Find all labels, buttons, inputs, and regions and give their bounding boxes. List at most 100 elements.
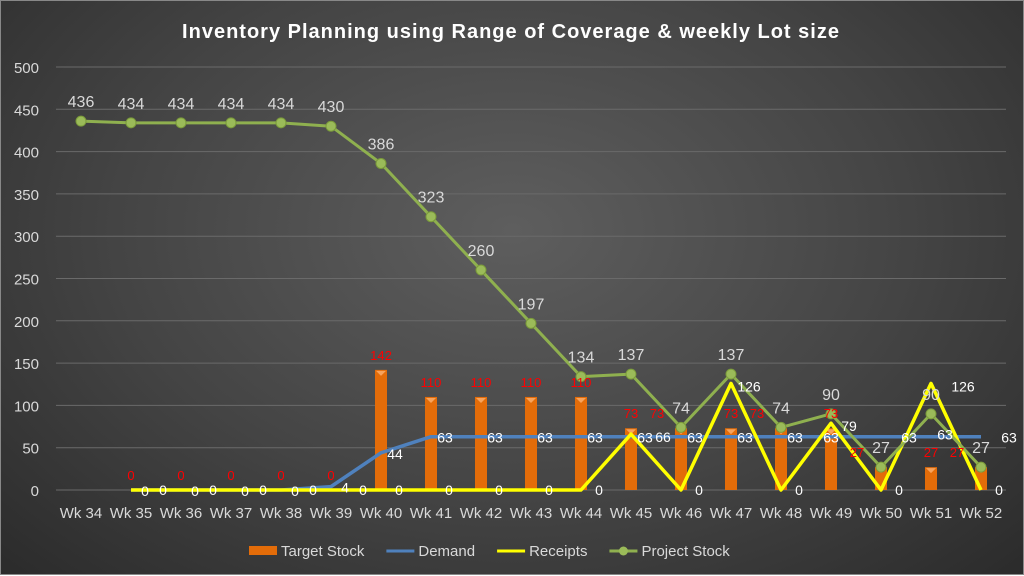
- project-stock-marker: [225, 117, 237, 129]
- x-tick-label: Wk 52: [960, 505, 1003, 522]
- x-tick-label: Wk 51: [910, 505, 953, 522]
- target-stock-data-label: 0: [327, 468, 334, 483]
- receipts-data-label: 0: [895, 482, 903, 498]
- target-stock-data-label: 0: [277, 468, 284, 483]
- demand-data-label: 63: [687, 430, 703, 446]
- project-stock-marker: [825, 408, 837, 420]
- receipts-data-label: 66: [655, 429, 671, 445]
- legend-swatch-target-stock: [249, 546, 277, 555]
- x-tick-label: Wk 50: [860, 505, 903, 522]
- receipts-data-label: 0: [395, 482, 403, 498]
- x-tick-label: Wk 44: [560, 505, 603, 522]
- legend-marker-project-stock: [618, 546, 628, 556]
- target-stock-data-label: 110: [471, 375, 492, 390]
- receipts-data-label: 0: [209, 482, 217, 498]
- receipts-data-label: 0: [159, 482, 167, 498]
- target-stock-bar-cap: [926, 468, 936, 474]
- demand-data-label: 0: [291, 483, 299, 499]
- project-stock-marker: [575, 371, 587, 383]
- target-stock-bar: [775, 428, 787, 490]
- target-stock-data-label: 0: [127, 468, 134, 483]
- project-stock-marker: [725, 368, 737, 380]
- x-tick-label: Wk 35: [110, 505, 153, 522]
- target-stock-bar: [575, 396, 587, 490]
- demand-data-label: 63: [587, 430, 603, 446]
- target-stock-bar: [825, 428, 837, 490]
- project-stock-marker: [475, 264, 487, 276]
- y-tick-label: 400: [14, 145, 39, 162]
- target-stock-bar-cap: [426, 397, 436, 403]
- target-stock-bar: [475, 396, 487, 490]
- x-tick-label: Wk 36: [160, 505, 203, 522]
- demand-data-label: 63: [437, 430, 453, 446]
- target-stock-data-label: 73: [724, 406, 738, 421]
- receipts-data-label: 0: [259, 482, 267, 498]
- target-stock-bar: [525, 396, 537, 490]
- target-stock-data-label: 0: [227, 468, 234, 483]
- target-stock-bar: [925, 467, 937, 490]
- demand-data-label: 63: [787, 430, 803, 446]
- demand-data-label: 44: [387, 446, 403, 462]
- target-stock-bar-cap: [526, 397, 536, 403]
- legend-label-receipts: Receipts: [529, 543, 587, 560]
- demand-data-label: 63: [823, 430, 839, 446]
- receipts-line: [131, 381, 983, 492]
- x-tick-label: Wk 34: [60, 505, 103, 522]
- receipts-data-label: 0: [309, 482, 317, 498]
- demand-data-label: 63: [637, 430, 653, 446]
- project-stock-marker: [175, 117, 187, 129]
- project-stock-marker: [625, 368, 637, 380]
- receipts-data-label: 126: [951, 378, 975, 394]
- y-tick-label: 50: [22, 441, 39, 458]
- x-tick-label: Wk 46: [660, 505, 703, 522]
- target-stock-data-label: 27: [924, 445, 938, 460]
- target-stock-data-label: 73: [650, 406, 664, 421]
- project-stock-marker: [325, 120, 337, 132]
- receipts-data-label: 0: [795, 482, 803, 498]
- project-stock-data-label: 434: [118, 96, 145, 113]
- project-stock-data-label: 74: [772, 400, 790, 417]
- target-stock-data-label: 0: [177, 468, 184, 483]
- project-stock-data-label: 260: [468, 243, 495, 260]
- target-stock-bar-cap: [726, 429, 736, 435]
- y-tick-label: 200: [14, 314, 39, 331]
- project-stock-marker: [275, 117, 287, 129]
- y-tick-label: 500: [14, 60, 39, 77]
- receipts-data-label: 0: [695, 482, 703, 498]
- y-tick-label: 250: [14, 272, 39, 289]
- legend-label-demand: Demand: [418, 543, 475, 560]
- project-stock-data-label: 386: [368, 136, 395, 153]
- project-stock-data-label: 27: [872, 440, 890, 457]
- x-tick-label: Wk 49: [810, 505, 853, 522]
- receipts-data-label: 0: [495, 482, 503, 498]
- project-stock-marker: [875, 461, 887, 473]
- target-stock-data-label: 27: [950, 445, 964, 460]
- target-stock-bar: [425, 396, 437, 490]
- project-stock-data-label: 134: [568, 350, 595, 367]
- x-tick-label: Wk 45: [610, 505, 653, 522]
- demand-data-label: 63: [901, 430, 917, 446]
- receipts-data-label: 0: [359, 482, 367, 498]
- demand-data-label: 0: [141, 483, 149, 499]
- demand-data-label: 63: [487, 430, 503, 446]
- x-tick-label: Wk 43: [510, 505, 553, 522]
- x-tick-label: Wk 40: [360, 505, 403, 522]
- project-stock-data-label: 430: [318, 99, 345, 116]
- target-stock-bar: [375, 369, 387, 490]
- project-stock-data-label: 27: [972, 440, 990, 457]
- receipts-data-label: 0: [995, 482, 1003, 498]
- receipts-data-label: 0: [445, 482, 453, 498]
- target-stock-bar-cap: [626, 429, 636, 435]
- target-stock-data-label: 142: [370, 348, 392, 363]
- demand-data-label: 63: [937, 427, 953, 443]
- receipts-data-label: 126: [737, 378, 761, 394]
- project-stock-data-label: 436: [68, 94, 95, 111]
- target-stock-data-label: 27: [850, 445, 864, 460]
- legend-label-project-stock: Project Stock: [641, 543, 730, 560]
- demand-data-label: 63: [1001, 430, 1017, 446]
- project-stock-marker: [775, 421, 787, 433]
- project-stock-data-label: 434: [168, 96, 195, 113]
- project-stock-marker: [925, 408, 937, 420]
